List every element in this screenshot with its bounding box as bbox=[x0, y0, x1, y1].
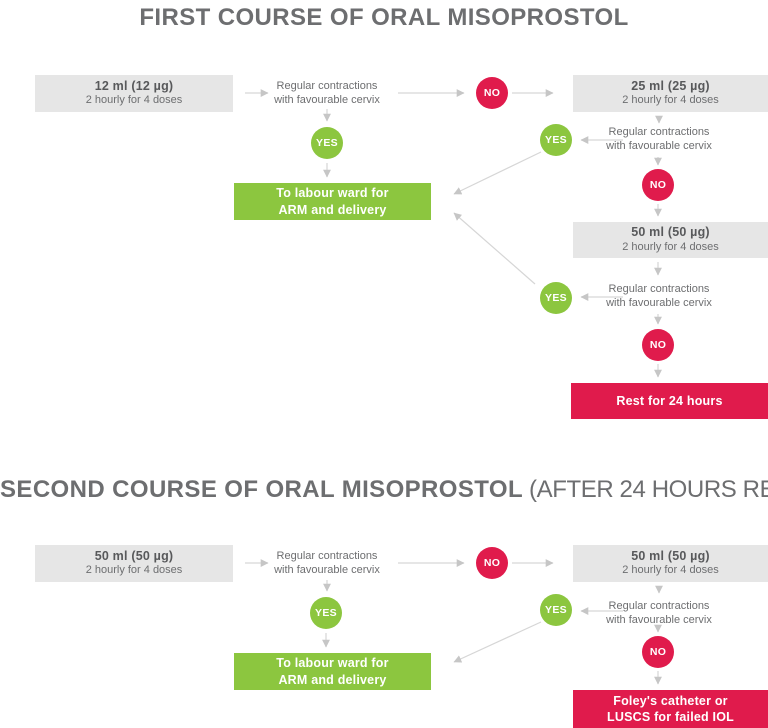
s1-yes-1-badge: YES bbox=[311, 127, 343, 159]
arrow-s1-yes2-to-labour bbox=[453, 151, 542, 195]
s2-dose-start-box: 50 ml (50 µg) 2 hourly for 4 doses bbox=[35, 545, 233, 582]
s2-check-1: Regular contractions with favourable cer… bbox=[252, 550, 402, 578]
s1-rest-box: Rest for 24 hours bbox=[571, 383, 768, 419]
dose-schedule: 2 hourly for 4 doses bbox=[622, 240, 719, 253]
arrow-s2-yes2-to-labour bbox=[453, 621, 542, 663]
s2-failed-iol-box: Foley's catheter or LUSCS for failed IOL bbox=[573, 690, 768, 728]
condition-line-1: Regular contractions bbox=[276, 550, 378, 562]
condition-line-1: Regular contractions bbox=[608, 126, 710, 138]
s1-check-2: Regular contractions with favourable cer… bbox=[584, 126, 734, 154]
s1-no-2-badge: NO bbox=[642, 169, 674, 201]
condition-line-1: Regular contractions bbox=[608, 600, 710, 612]
dose-amount: 50 ml (50 µg) bbox=[631, 225, 710, 240]
s1-dose-start-box: 12 ml (12 µg) 2 hourly for 4 doses bbox=[35, 75, 233, 112]
first-course-title-text: FIRST COURSE OF ORAL MISOPROSTOL bbox=[139, 4, 629, 31]
s2-no-1-badge: NO bbox=[476, 547, 508, 579]
rest-label: Rest for 24 hours bbox=[616, 393, 723, 408]
first-course-title: FIRST COURSE OF ORAL MISOPROSTOL bbox=[0, 4, 768, 32]
condition-line-2: with favourable cervix bbox=[274, 563, 380, 576]
condition-line-2: with favourable cervix bbox=[606, 613, 712, 626]
dose-amount: 50 ml (50 µg) bbox=[94, 548, 174, 563]
arrow-s1-yes3-to-labour bbox=[453, 212, 536, 285]
s1-no-1-badge: NO bbox=[476, 77, 508, 109]
condition-line-2: with favourable cervix bbox=[606, 296, 712, 309]
condition-line-1: Regular contractions bbox=[608, 283, 710, 295]
s2-yes-2-badge: YES bbox=[540, 594, 572, 626]
s1-labour-ward-box: To labour ward for ARM and delivery bbox=[234, 183, 431, 220]
dose-schedule: 2 hourly for 4 doses bbox=[622, 94, 719, 107]
s2-no-2-badge: NO bbox=[642, 636, 674, 668]
s1-yes-3-badge: YES bbox=[540, 282, 572, 314]
s1-dose-50-box: 50 ml (50 µg) 2 hourly for 4 doses bbox=[573, 222, 768, 258]
labour-line-1: To labour ward for bbox=[276, 186, 389, 201]
dose-schedule: 2 hourly for 4 doses bbox=[85, 94, 183, 107]
s2-labour-ward-box: To labour ward for ARM and delivery bbox=[234, 653, 431, 690]
dose-schedule: 2 hourly for 4 doses bbox=[622, 564, 719, 577]
second-course-title-suffix: (AFTER 24 HOURS REST) bbox=[529, 476, 768, 503]
second-course-title-text: SECOND COURSE OF ORAL MISOPROSTOL bbox=[0, 476, 524, 503]
failed-line-1: Foley's catheter or bbox=[613, 693, 728, 708]
s1-check-1: Regular contractions with favourable cer… bbox=[252, 80, 402, 108]
condition-line-2: with favourable cervix bbox=[606, 139, 712, 152]
labour-line-2: ARM and delivery bbox=[278, 202, 387, 217]
second-course-title: SECOND COURSE OF ORAL MISOPROSTOL (AFTER … bbox=[0, 476, 768, 504]
s1-dose-25-box: 25 ml (25 µg) 2 hourly for 4 doses bbox=[573, 75, 768, 112]
s1-no-3-badge: NO bbox=[642, 329, 674, 361]
s2-yes-1-badge: YES bbox=[310, 597, 342, 629]
dose-amount: 25 ml (25 µg) bbox=[631, 78, 710, 93]
dose-schedule: 2 hourly for 4 doses bbox=[85, 564, 183, 577]
failed-line-2: LUSCS for failed IOL bbox=[607, 710, 734, 724]
condition-line-1: Regular contractions bbox=[276, 80, 378, 92]
s2-check-2: Regular contractions with favourable cer… bbox=[584, 600, 734, 628]
dose-amount: 12 ml (12 µg) bbox=[94, 78, 174, 93]
s1-check-3: Regular contractions with favourable cer… bbox=[584, 283, 734, 311]
s2-dose-50-box: 50 ml (50 µg) 2 hourly for 4 doses bbox=[573, 545, 768, 582]
labour-line-2: ARM and delivery bbox=[278, 672, 387, 687]
labour-line-1: To labour ward for bbox=[276, 656, 389, 671]
s1-yes-2-badge: YES bbox=[540, 124, 572, 156]
dose-amount: 50 ml (50 µg) bbox=[631, 548, 710, 563]
condition-line-2: with favourable cervix bbox=[274, 93, 380, 106]
